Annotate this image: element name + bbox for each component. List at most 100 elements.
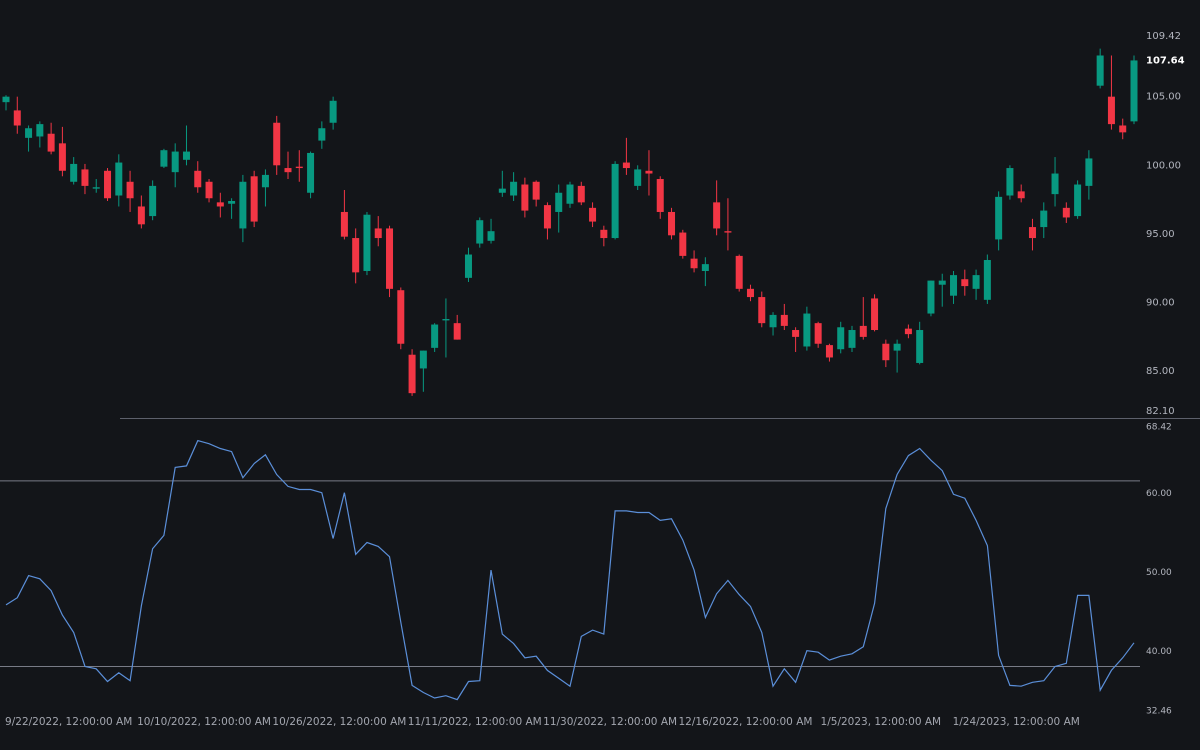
candle-body bbox=[239, 181, 247, 229]
candle-body bbox=[916, 330, 924, 363]
indicator-tick-label: 32.46 bbox=[1146, 707, 1172, 717]
candle-body bbox=[261, 174, 269, 188]
candle-body bbox=[92, 187, 100, 189]
candle-body bbox=[1074, 184, 1082, 217]
x-tick-label: 11/11/2022, 12:00:00 AM bbox=[408, 716, 542, 728]
candle-body bbox=[611, 163, 619, 239]
candle-body bbox=[814, 323, 822, 344]
indicator-tick-label: 68.42 bbox=[1146, 423, 1172, 433]
candle-body bbox=[408, 354, 416, 394]
indicator-tick-label: 60.00 bbox=[1146, 489, 1172, 499]
candle-body bbox=[634, 169, 642, 186]
candle-body bbox=[555, 192, 563, 212]
candle-body bbox=[746, 288, 754, 298]
candle-body bbox=[961, 279, 969, 287]
candle-body bbox=[825, 345, 833, 358]
candle-body bbox=[848, 330, 856, 348]
x-tick-label: 10/26/2022, 12:00:00 AM bbox=[272, 716, 406, 728]
candle-body bbox=[1062, 207, 1070, 218]
candle-body bbox=[543, 205, 551, 229]
candle-body bbox=[228, 200, 236, 204]
candle-body bbox=[735, 255, 743, 289]
price-tick-label: 100.00 bbox=[1146, 160, 1181, 171]
candle-body bbox=[1107, 96, 1115, 125]
candle-body bbox=[1085, 158, 1093, 186]
price-tick-label: 105.00 bbox=[1146, 92, 1181, 103]
candle-body bbox=[1119, 125, 1127, 133]
candle-body bbox=[622, 162, 630, 169]
candle-body bbox=[273, 122, 281, 166]
candle-body bbox=[1017, 191, 1025, 199]
candle-body bbox=[295, 166, 303, 169]
candle-body bbox=[645, 170, 653, 174]
candle-body bbox=[307, 152, 315, 193]
candle-body bbox=[397, 290, 405, 344]
candle-body bbox=[374, 228, 382, 239]
candle-body bbox=[194, 170, 202, 188]
candle-body bbox=[769, 314, 777, 328]
candle-body bbox=[758, 297, 766, 324]
candle-body bbox=[690, 258, 698, 269]
candle-body bbox=[81, 169, 89, 186]
candle-body bbox=[656, 179, 664, 212]
candle-body bbox=[780, 314, 788, 326]
candle-body bbox=[1028, 227, 1036, 239]
indicator-line bbox=[5, 439, 1135, 701]
candle-body bbox=[137, 206, 145, 225]
candle-body bbox=[58, 143, 66, 171]
candle-body bbox=[1130, 60, 1138, 122]
candle-body bbox=[329, 100, 337, 123]
candle-body bbox=[1051, 173, 1059, 195]
candle-body bbox=[983, 260, 991, 300]
candle-body bbox=[25, 128, 33, 138]
indicator-tick-label: 50.00 bbox=[1146, 568, 1172, 578]
x-tick-label: 11/30/2022, 12:00:00 AM bbox=[543, 716, 677, 728]
candle-body bbox=[126, 181, 134, 199]
candle-body bbox=[803, 313, 811, 347]
candle-body bbox=[149, 185, 157, 217]
last-price-label: 107.64 bbox=[1146, 55, 1185, 66]
candle-body bbox=[70, 163, 78, 182]
price-tick-label: 85.00 bbox=[1146, 366, 1175, 377]
candle-body bbox=[386, 228, 394, 289]
candle-body bbox=[837, 327, 845, 350]
candle-body bbox=[724, 231, 732, 233]
x-tick-label: 9/22/2022, 12:00:00 AM bbox=[5, 716, 132, 728]
candle-body bbox=[927, 280, 935, 314]
candle-body bbox=[950, 275, 958, 296]
candle-body bbox=[577, 185, 585, 203]
candle-body bbox=[36, 124, 44, 137]
candle-body bbox=[701, 264, 709, 271]
candle-body bbox=[1040, 210, 1048, 228]
x-tick-label: 1/5/2023, 12:00:00 AM bbox=[821, 716, 942, 728]
candle-body bbox=[498, 188, 506, 193]
candle-body bbox=[284, 168, 292, 173]
candle-body bbox=[318, 128, 326, 141]
candle-body bbox=[972, 275, 980, 289]
candle-body bbox=[521, 184, 529, 211]
candle-body bbox=[1006, 168, 1014, 196]
candle-body bbox=[995, 196, 1003, 240]
x-tick-label: 1/24/2023, 12:00:00 AM bbox=[953, 716, 1080, 728]
candle-body bbox=[871, 298, 879, 331]
candle-body bbox=[510, 181, 518, 196]
candle-body bbox=[566, 184, 574, 204]
candle-body bbox=[453, 323, 461, 340]
candle-body bbox=[679, 232, 687, 256]
price-tick-label: 95.00 bbox=[1146, 229, 1175, 240]
price-tick-label: 90.00 bbox=[1146, 298, 1175, 309]
candle-body bbox=[904, 328, 912, 335]
candle-body bbox=[47, 133, 55, 152]
candle-body bbox=[859, 325, 867, 337]
candle-body bbox=[532, 181, 540, 200]
candle-body bbox=[431, 324, 439, 348]
candle-body bbox=[589, 207, 597, 222]
candle-body bbox=[600, 229, 608, 239]
candle-body bbox=[487, 231, 495, 241]
candle-body bbox=[171, 151, 179, 173]
candle-body bbox=[442, 319, 450, 321]
candle-body bbox=[205, 181, 213, 199]
candle-body bbox=[2, 96, 10, 103]
